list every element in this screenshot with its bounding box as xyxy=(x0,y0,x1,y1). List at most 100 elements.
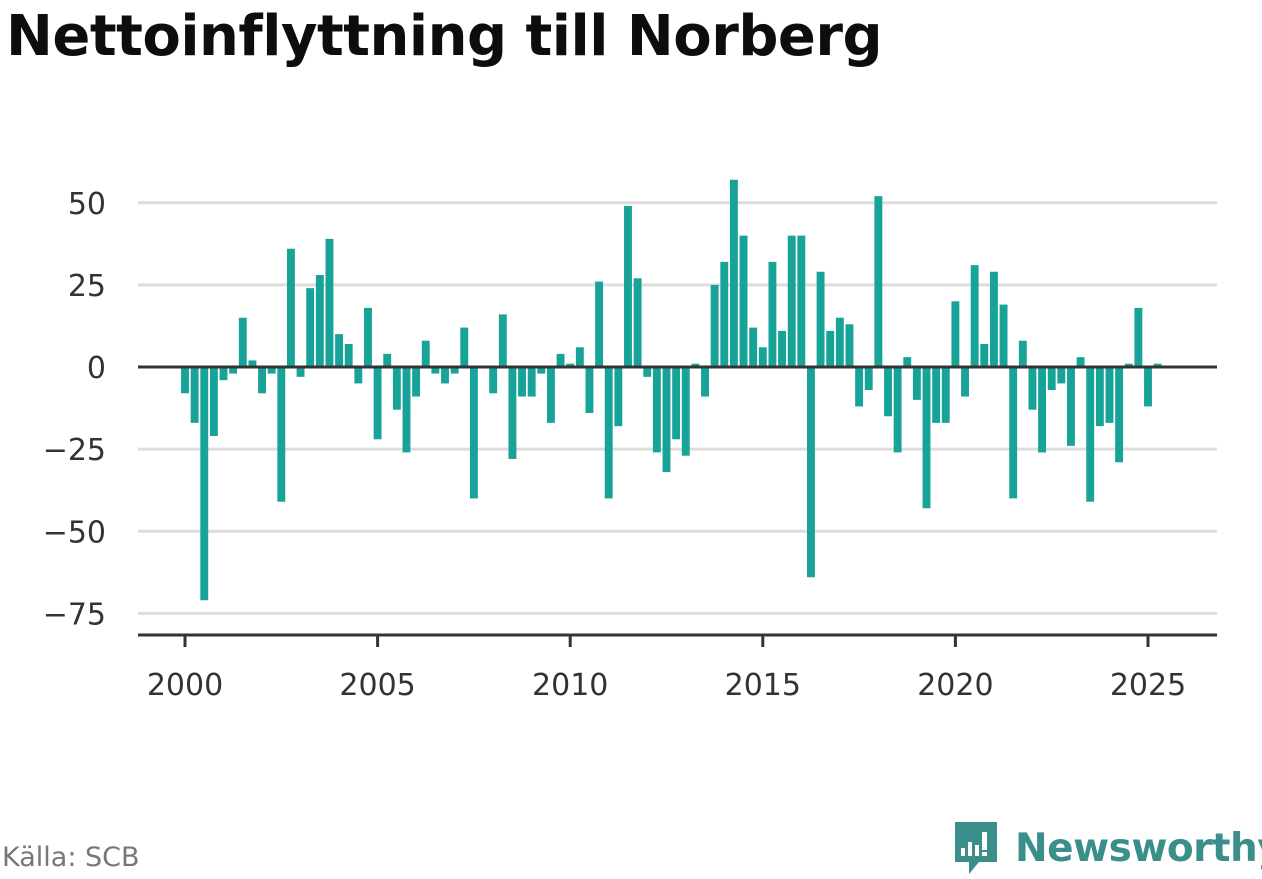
bar xyxy=(787,235,796,367)
bar xyxy=(200,367,209,601)
bar xyxy=(1134,307,1143,367)
bar xyxy=(219,367,228,381)
bar xyxy=(325,238,334,367)
bar xyxy=(672,367,681,440)
bar xyxy=(546,367,555,423)
bar xyxy=(1144,367,1152,407)
bar xyxy=(855,367,864,407)
bar xyxy=(392,367,401,410)
bar xyxy=(1028,367,1037,410)
bar xyxy=(518,367,526,397)
bar xyxy=(441,367,449,384)
bar xyxy=(845,324,854,367)
bar xyxy=(1124,363,1133,367)
bar xyxy=(999,304,1008,367)
bar xyxy=(286,248,295,367)
y-tick-label: −50 xyxy=(43,515,106,550)
bar xyxy=(951,301,960,367)
bar xyxy=(1086,367,1095,502)
y-axis-ticks: 50 25 0 −25 −50 −75 xyxy=(43,187,106,633)
bar xyxy=(662,367,671,473)
axes xyxy=(138,365,1217,637)
x-tick-label: 2000 xyxy=(147,668,223,703)
bar xyxy=(1009,367,1018,499)
bar xyxy=(238,317,247,367)
bar xyxy=(604,367,613,499)
bar xyxy=(864,367,873,390)
bar xyxy=(816,271,825,367)
brand-name: Newsworthy xyxy=(1015,825,1262,871)
bar xyxy=(778,330,787,367)
bar xyxy=(643,367,652,377)
bar xyxy=(835,317,844,367)
bar xyxy=(209,367,218,436)
bar xyxy=(893,367,902,453)
bar xyxy=(383,353,392,367)
bar xyxy=(1047,367,1056,390)
bar xyxy=(941,367,950,423)
y-tick-label: 50 xyxy=(68,187,106,222)
bar xyxy=(489,367,498,394)
x-tick-label: 2020 xyxy=(917,668,993,703)
bar xyxy=(624,206,632,367)
source-label: Källa: SCB xyxy=(2,842,140,873)
bar xyxy=(450,367,459,374)
bar xyxy=(807,367,815,578)
x-tick-label: 2005 xyxy=(339,668,415,703)
bar xyxy=(758,347,767,367)
newsworthy-logo: Newsworthy xyxy=(951,818,1262,878)
bar xyxy=(710,284,719,368)
bar xyxy=(701,367,709,397)
bar xyxy=(595,281,604,367)
bar xyxy=(912,367,921,400)
bar xyxy=(720,261,729,367)
bar xyxy=(1038,367,1047,453)
bar xyxy=(1067,367,1075,446)
bar-series xyxy=(181,179,1162,601)
bar xyxy=(258,367,266,394)
bar xyxy=(354,367,363,384)
bar xyxy=(1095,367,1104,427)
bar xyxy=(469,367,478,499)
bar xyxy=(585,367,594,413)
bar xyxy=(1076,357,1085,367)
bar xyxy=(575,347,584,367)
bar xyxy=(1018,340,1027,367)
bar xyxy=(190,367,199,423)
bar xyxy=(364,307,372,367)
bar xyxy=(335,334,344,367)
bar xyxy=(884,367,892,417)
bar xyxy=(537,367,546,374)
newsworthy-logo-icon xyxy=(955,822,997,874)
y-tick-label: 25 xyxy=(68,269,106,304)
x-axis-ticks: 2000 2005 2010 2015 2020 2025 xyxy=(147,635,1186,703)
bar xyxy=(402,367,411,453)
bar xyxy=(681,367,690,456)
bar xyxy=(412,367,421,397)
y-tick-label: 0 xyxy=(87,351,106,386)
bar xyxy=(633,278,642,367)
bar xyxy=(797,235,806,367)
bar xyxy=(1115,367,1124,463)
bar xyxy=(556,353,565,367)
bar xyxy=(460,327,469,367)
bar xyxy=(903,357,912,367)
bar xyxy=(306,288,315,367)
bar xyxy=(527,367,536,397)
bar xyxy=(989,271,998,367)
bar xyxy=(498,314,507,367)
bar xyxy=(508,367,517,459)
bar xyxy=(768,261,777,367)
bar xyxy=(961,367,969,397)
bar xyxy=(421,340,430,367)
bar xyxy=(1105,367,1114,423)
bar xyxy=(652,367,661,453)
y-tick-label: −25 xyxy=(43,433,106,468)
bar xyxy=(296,367,305,377)
bar xyxy=(980,344,989,367)
bar xyxy=(932,367,941,423)
x-tick-label: 2010 xyxy=(532,668,608,703)
bar xyxy=(739,235,748,367)
x-tick-label: 2015 xyxy=(725,668,801,703)
